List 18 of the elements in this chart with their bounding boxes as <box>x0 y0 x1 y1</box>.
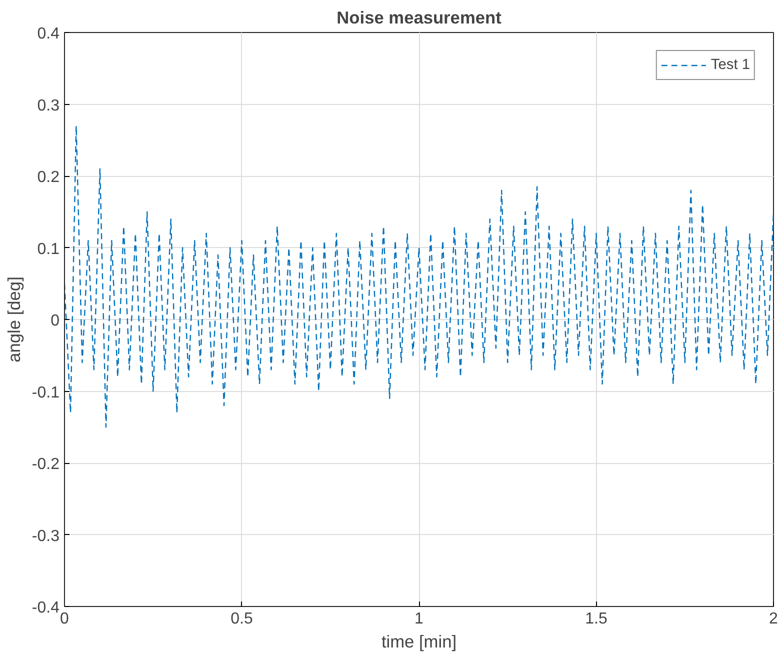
y-tick-label: 0 <box>50 312 60 330</box>
y-tick-label: -0.3 <box>32 528 60 545</box>
x-tick-label: 1 <box>414 610 424 628</box>
y-tick-label: 0.4 <box>37 26 60 42</box>
y-tick-label: 0.2 <box>37 169 60 186</box>
legend-label: Test 1 <box>710 57 750 73</box>
y-axis-title: angle [deg] <box>4 276 24 362</box>
y-tick-label: -0.4 <box>32 600 60 616</box>
chart-title: Noise measurement <box>336 8 502 28</box>
y-tick-label: -0.1 <box>32 384 60 402</box>
x-tick-label: 2 <box>769 610 778 628</box>
y-tick-label: 0.3 <box>37 97 60 114</box>
x-axis-title: time [min] <box>381 632 457 652</box>
y-tick-label: -0.2 <box>32 456 60 473</box>
line-series <box>64 125 774 428</box>
x-tick-label: 0.5 <box>230 610 253 628</box>
y-tick-label: 0.1 <box>37 240 60 258</box>
x-tick-label: 1.5 <box>585 610 608 628</box>
